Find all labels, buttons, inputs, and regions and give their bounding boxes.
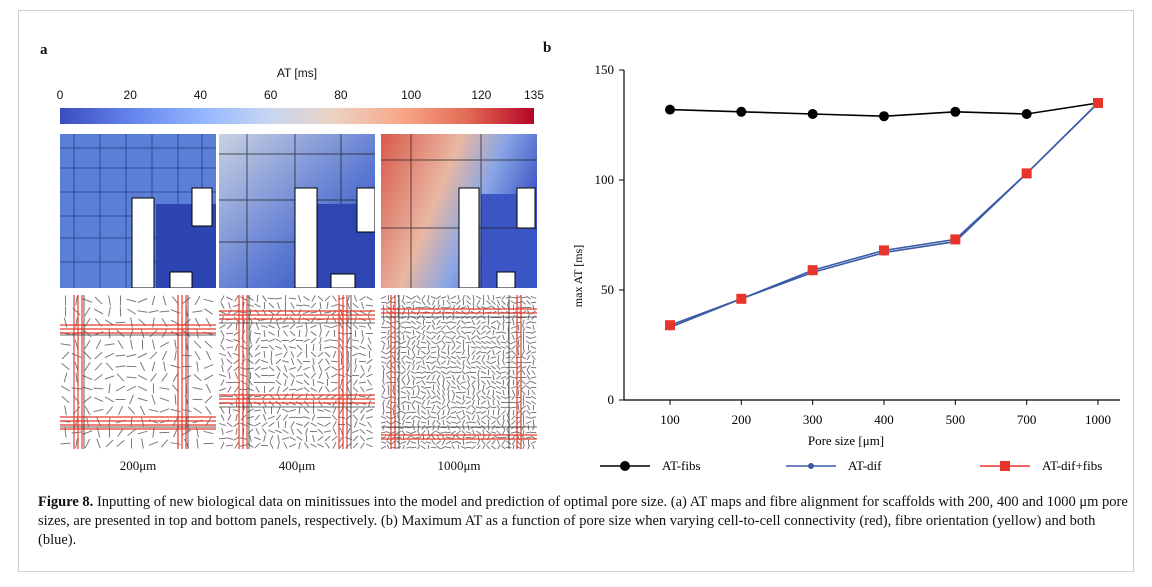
tile-label-1000um: 1000μm: [437, 458, 481, 473]
data-point: [950, 106, 961, 117]
y-axis-label: max AT [ms]: [571, 245, 585, 307]
data-point: [1093, 98, 1103, 108]
series-at-dif-fibs: [665, 98, 1103, 331]
series-line: [669, 102, 1099, 329]
fibre-map-200um: [60, 295, 216, 449]
data-point: [807, 265, 818, 276]
x-tick-label: 400: [874, 412, 894, 427]
data-point: [736, 293, 747, 304]
at-map-1000um: [381, 134, 537, 288]
legend-label: AT-dif+fibs: [1042, 458, 1102, 473]
x-tick-label: 300: [803, 412, 823, 427]
chart-series: [665, 98, 1103, 331]
chart-legend: AT-fibs AT-dif AT-dif+fibs: [600, 458, 1102, 473]
x-tick-label: 700: [1017, 412, 1037, 427]
x-tick-label: 100: [660, 412, 680, 427]
fibre-map-1000um: [381, 295, 537, 449]
y-tick-label: 0: [608, 392, 615, 407]
tile-label-400um: 400μm: [278, 458, 316, 473]
x-tick-label: 1000: [1085, 412, 1111, 427]
legend-entry: AT-dif+fibs: [980, 458, 1102, 473]
data-point: [950, 234, 961, 245]
series-at-dif: [667, 100, 1101, 331]
colorbar-tick-label: 135: [523, 88, 545, 102]
legend-entry: AT-fibs: [600, 458, 701, 473]
data-point: [807, 109, 818, 119]
legend-label: AT-dif: [848, 458, 882, 473]
x-tick-label: 200: [732, 412, 752, 427]
fibre-map-400um: [219, 295, 375, 449]
colorbar-tick-label: 40: [193, 88, 208, 102]
series-at-fibs: [665, 98, 1103, 122]
tile-label-200um: 200μm: [119, 458, 157, 473]
data-point: [736, 106, 747, 117]
panel-b-letter: b: [543, 40, 552, 56]
at-map-200um: [60, 134, 216, 288]
data-point: [879, 111, 889, 122]
caption-text: Inputting of new biological data on mini…: [38, 494, 1128, 548]
colorbar-tick-label: 100: [401, 88, 422, 102]
figure-caption: Figure 8. Inputting of new biological da…: [38, 493, 1128, 550]
chart-axes: 0 50 100 150 100 200 300 400 500 700 1000: [595, 62, 1120, 427]
legend-label: AT-fibs: [662, 458, 701, 473]
legend-entry: AT-dif: [786, 458, 882, 473]
colorbar-tick-label: 20: [123, 88, 137, 102]
data-point: [665, 104, 675, 115]
figure-frame: [18, 10, 1134, 572]
y-tick-label: 150: [595, 62, 615, 77]
at-map-400um: [219, 134, 375, 288]
data-point: [1021, 109, 1032, 119]
caption-label: Figure 8.: [38, 494, 94, 510]
series-line: [669, 102, 1099, 326]
x-axis-label: Pore size [μm]: [808, 433, 884, 448]
colorbar-tick-label: 0: [56, 88, 64, 102]
panel-a-letter: a: [40, 42, 48, 58]
data-point: [1021, 168, 1032, 179]
colorbar-tick-label: 120: [471, 88, 492, 102]
colorbar: [60, 108, 534, 124]
colorbar-tick-label: 60: [263, 88, 278, 102]
colorbar-title: AT [ms]: [276, 66, 318, 80]
x-tick-label: 500: [946, 412, 966, 427]
y-tick-label: 50: [601, 282, 614, 297]
y-tick-label: 100: [595, 172, 615, 187]
data-point: [879, 245, 889, 256]
data-point: [665, 320, 675, 331]
colorbar-tick-label: 80: [334, 88, 348, 102]
